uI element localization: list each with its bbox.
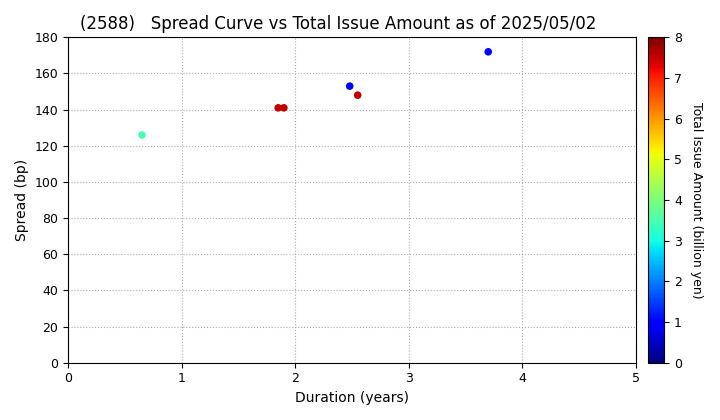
Point bbox=[272, 105, 284, 111]
Point bbox=[136, 131, 148, 138]
Point bbox=[352, 92, 364, 99]
Y-axis label: Total Issue Amount (billion yen): Total Issue Amount (billion yen) bbox=[690, 102, 703, 298]
Point bbox=[278, 105, 289, 111]
X-axis label: Duration (years): Duration (years) bbox=[295, 391, 409, 405]
Point bbox=[482, 48, 494, 55]
Y-axis label: Spread (bp): Spread (bp) bbox=[15, 159, 29, 241]
Point bbox=[344, 83, 356, 89]
Text: (2588)   Spread Curve vs Total Issue Amount as of 2025/05/02: (2588) Spread Curve vs Total Issue Amoun… bbox=[79, 15, 596, 33]
